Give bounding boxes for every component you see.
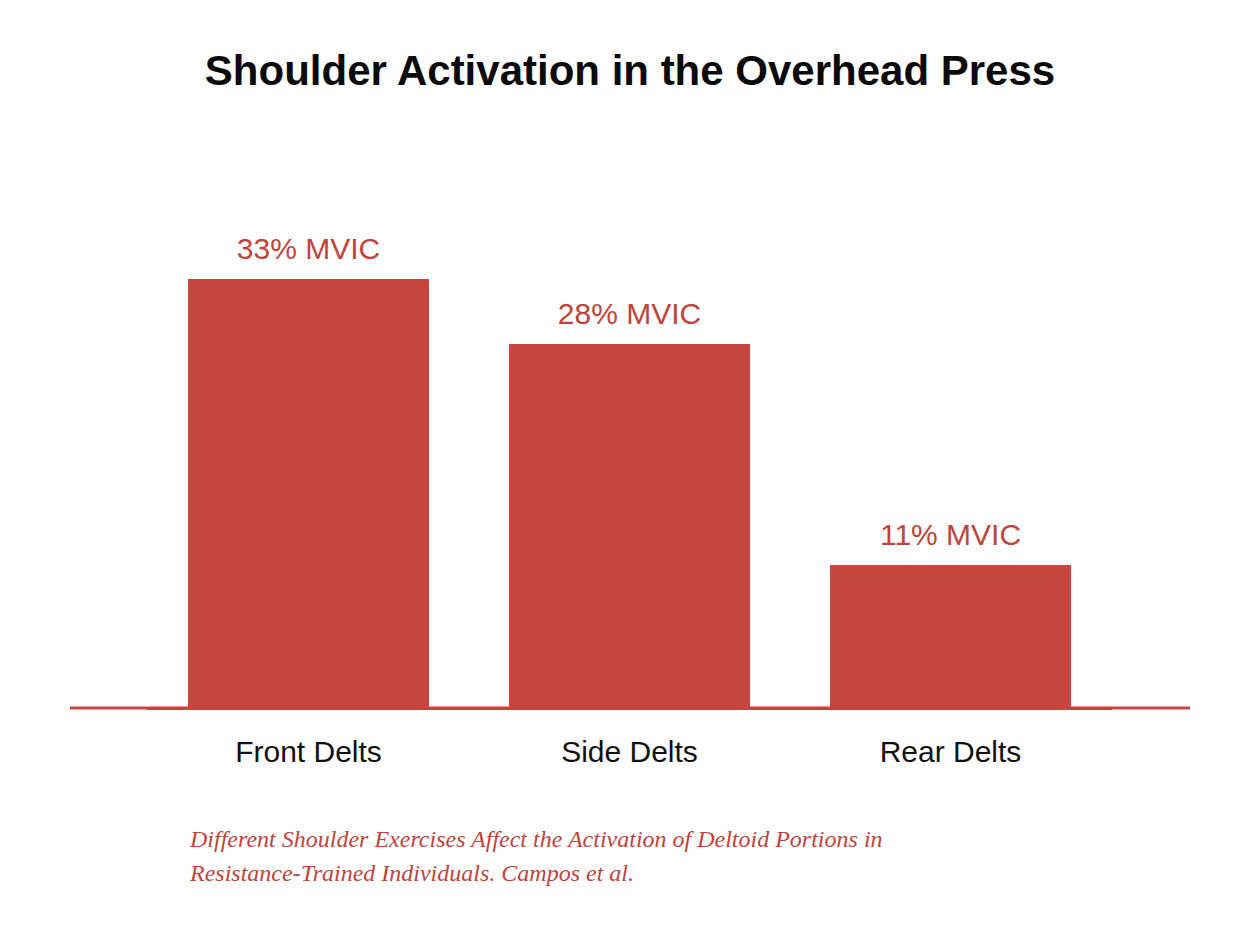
svg-text:Resistance-Trained Individuals: Resistance-Trained Individuals. Campos e… [189,860,634,886]
svg-text:28% MVIC: 28% MVIC [558,297,701,330]
svg-text:Different Shoulder Exercises A: Different Shoulder Exercises Affect the … [189,826,889,852]
svg-text:Rear Delts: Rear Delts [880,735,1022,768]
svg-text:11% MVIC: 11% MVIC [880,518,1021,551]
svg-text:Side Delts: Side Delts [561,735,698,768]
svg-text:Shoulder Activation in the Ove: Shoulder Activation in the Overhead Pres… [205,47,1055,94]
svg-text:Front Delts: Front Delts [235,735,382,768]
svg-text:33% MVIC: 33% MVIC [237,232,380,265]
